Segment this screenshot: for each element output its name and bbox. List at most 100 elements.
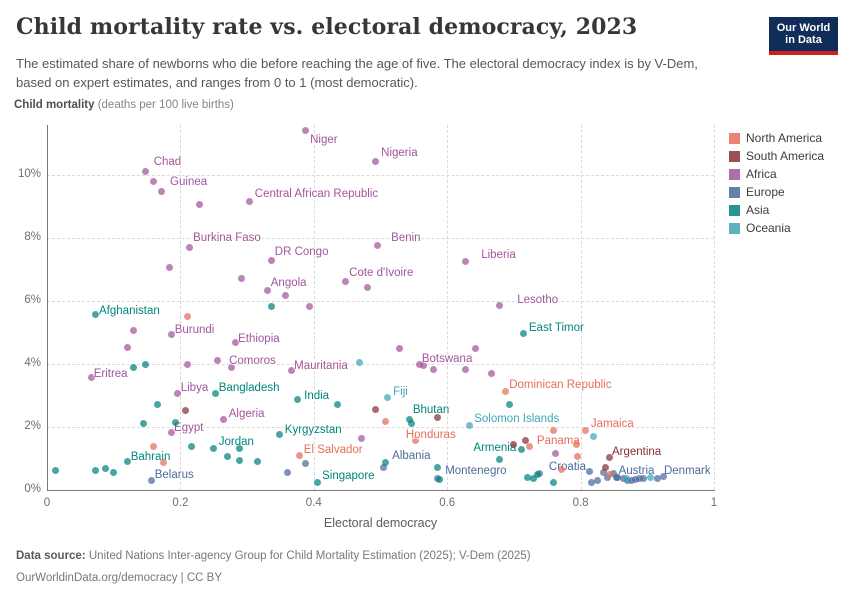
data-point[interactable] [196,200,204,208]
data-point[interactable] [472,345,480,353]
data-point[interactable] [558,465,566,473]
data-point[interactable] [140,420,148,428]
data-point[interactable] [395,345,403,353]
data-point-panama[interactable] [526,443,534,451]
data-point[interactable] [333,400,341,408]
data-point[interactable] [533,471,541,479]
data-point[interactable] [91,466,99,474]
data-point-afghanistan[interactable] [91,311,99,319]
data-point-bhutan[interactable] [406,415,414,423]
data-point[interactable] [267,302,275,310]
data-point[interactable] [609,470,617,478]
data-point-lesotho[interactable] [495,301,503,309]
legend-item-sa[interactable]: South America [729,147,824,165]
data-point-dr-congo[interactable] [268,256,276,264]
data-point[interactable] [213,357,221,365]
data-point[interactable] [382,459,390,467]
data-point[interactable] [52,466,60,474]
data-point[interactable] [160,459,168,467]
data-point-central-african-republic[interactable] [246,197,254,205]
data-point-burkina-faso[interactable] [185,243,193,251]
data-point[interactable] [530,475,538,483]
data-point[interactable] [283,468,291,476]
data-point-cote-d-ivoire[interactable] [341,277,349,285]
data-point-mauritania[interactable] [287,366,295,374]
data-point[interactable] [153,400,161,408]
data-point[interactable] [223,453,231,461]
data-point-bangladesh[interactable] [212,389,220,397]
data-point-dominican-republic[interactable] [501,387,509,395]
data-point-nigeria[interactable] [371,157,379,165]
data-point[interactable] [549,426,557,434]
data-point-egypt[interactable] [167,429,175,437]
data-point[interactable] [496,455,504,463]
data-point[interactable] [110,469,118,477]
data-point[interactable] [573,440,581,448]
data-point[interactable] [408,420,416,428]
data-point[interactable] [593,477,601,485]
data-point[interactable] [363,283,371,291]
data-point[interactable] [605,471,613,479]
data-point[interactable] [614,473,622,481]
data-point[interactable] [130,327,138,335]
data-point[interactable] [434,414,442,422]
data-point-angola[interactable] [264,286,272,294]
data-point[interactable] [509,441,517,449]
data-point[interactable] [171,419,179,427]
data-point[interactable] [358,435,366,443]
data-point[interactable] [184,360,192,368]
data-point[interactable] [506,401,514,409]
data-point-jordan[interactable] [210,444,218,452]
data-point-belarus[interactable] [148,477,156,485]
legend-item-as[interactable]: Asia [729,201,824,219]
data-point[interactable] [237,275,245,283]
legend-item-eu[interactable]: Europe [729,183,824,201]
data-point[interactable] [522,437,530,445]
data-point[interactable] [253,458,261,466]
data-point-east-timor[interactable] [520,329,528,337]
data-point[interactable] [165,264,173,272]
data-point[interactable] [101,465,109,473]
data-point-botswana[interactable] [420,362,428,370]
data-point[interactable] [302,460,310,468]
data-point-denmark[interactable] [654,474,662,482]
data-point[interactable] [381,417,389,425]
data-point[interactable] [647,473,655,481]
license-line[interactable]: OurWorldinData.org/democracy | CC BY [16,572,223,584]
data-point[interactable] [355,358,363,366]
data-point-albania[interactable] [379,464,387,472]
data-point[interactable] [415,361,423,369]
data-point[interactable] [236,456,244,464]
data-point[interactable] [282,291,290,299]
data-point[interactable] [306,302,314,310]
data-point-guinea[interactable] [157,187,165,195]
data-point[interactable] [433,464,441,472]
data-point-el-salvador[interactable] [296,452,304,460]
data-point[interactable] [549,478,557,486]
data-point[interactable] [631,476,639,484]
data-point[interactable] [589,432,597,440]
data-point[interactable] [149,177,157,185]
data-point-argentina[interactable] [606,454,614,462]
data-point-india[interactable] [293,396,301,404]
data-point-fiji[interactable] [383,393,391,401]
data-point-ethiopia[interactable] [231,339,239,347]
legend-item-oc[interactable]: Oceania [729,219,824,237]
data-point-chad[interactable] [142,168,150,176]
data-point[interactable] [235,444,243,452]
data-point[interactable] [602,464,610,472]
data-point[interactable] [462,365,470,373]
data-point-jamaica[interactable] [582,426,590,434]
owid-logo[interactable]: Our World in Data [769,17,838,55]
data-point-armenia[interactable] [517,445,525,453]
data-point-singapore[interactable] [313,478,321,486]
data-point[interactable] [585,467,593,475]
data-point-honduras[interactable] [412,437,420,445]
data-point-libya[interactable] [174,389,182,397]
legend-item-af[interactable]: Africa [729,165,824,183]
data-point[interactable] [124,344,132,352]
data-point[interactable] [599,468,607,476]
data-point[interactable] [623,475,631,483]
data-point[interactable] [149,443,157,451]
data-point[interactable] [524,473,532,481]
